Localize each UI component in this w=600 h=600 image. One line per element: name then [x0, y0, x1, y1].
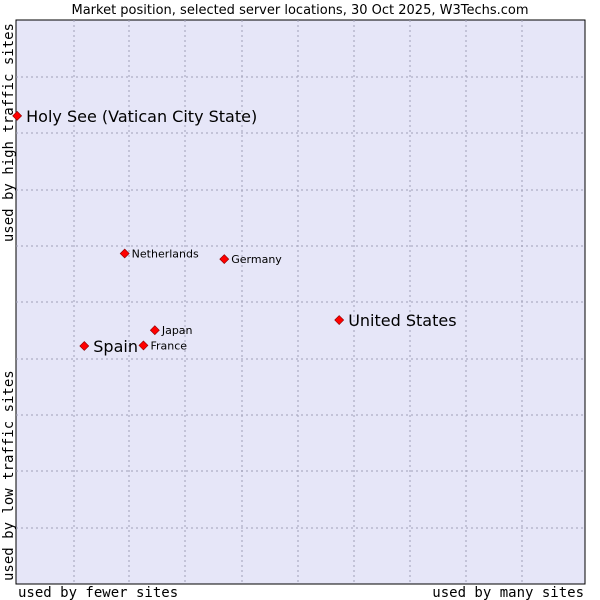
- grid-lines: [16, 20, 585, 584]
- point-marker-japan: [149, 325, 160, 336]
- point-label-japan: Japan: [161, 324, 193, 337]
- point-marker-holy-see-vatican-city-state: [12, 110, 23, 121]
- point-label-france: France: [150, 339, 187, 352]
- point-label-spain: Spain: [93, 337, 138, 356]
- point-marker-united-states: [334, 315, 345, 325]
- point-marker-france: [138, 340, 149, 351]
- point-label-netherlands: Netherlands: [132, 247, 199, 260]
- x-axis-label-right: used by many sites: [432, 585, 584, 600]
- point-label-holy-see-vatican-city-state: Holy See (Vatican City State): [26, 107, 257, 126]
- x-axis-label-left: used by fewer sites: [18, 585, 178, 600]
- data-points: Holy See (Vatican City State) Netherlands…: [12, 107, 457, 356]
- point-label-united-states: United States: [348, 311, 456, 330]
- y-axis-label-top: used by high traffic sites: [1, 23, 17, 242]
- y-axis-label-bottom: used by low traffic sites: [1, 370, 17, 581]
- chart-title: Market position, selected server locatio…: [71, 3, 528, 18]
- point-marker-germany: [219, 254, 230, 265]
- point-label-germany: Germany: [231, 253, 282, 266]
- plot-area: [15, 19, 586, 585]
- point-marker-netherlands: [119, 248, 130, 259]
- point-marker-spain: [79, 341, 90, 351]
